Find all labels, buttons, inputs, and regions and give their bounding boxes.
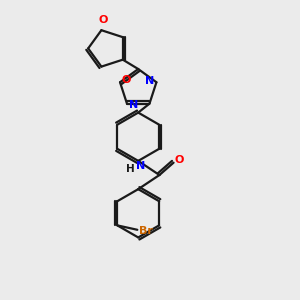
Text: Br: Br <box>139 226 152 236</box>
Text: N: N <box>136 161 145 172</box>
Text: H: H <box>127 164 135 174</box>
Text: O: O <box>122 75 131 85</box>
Text: N: N <box>129 100 138 110</box>
Text: O: O <box>175 155 184 165</box>
Text: N: N <box>145 76 154 86</box>
Text: O: O <box>98 15 108 25</box>
